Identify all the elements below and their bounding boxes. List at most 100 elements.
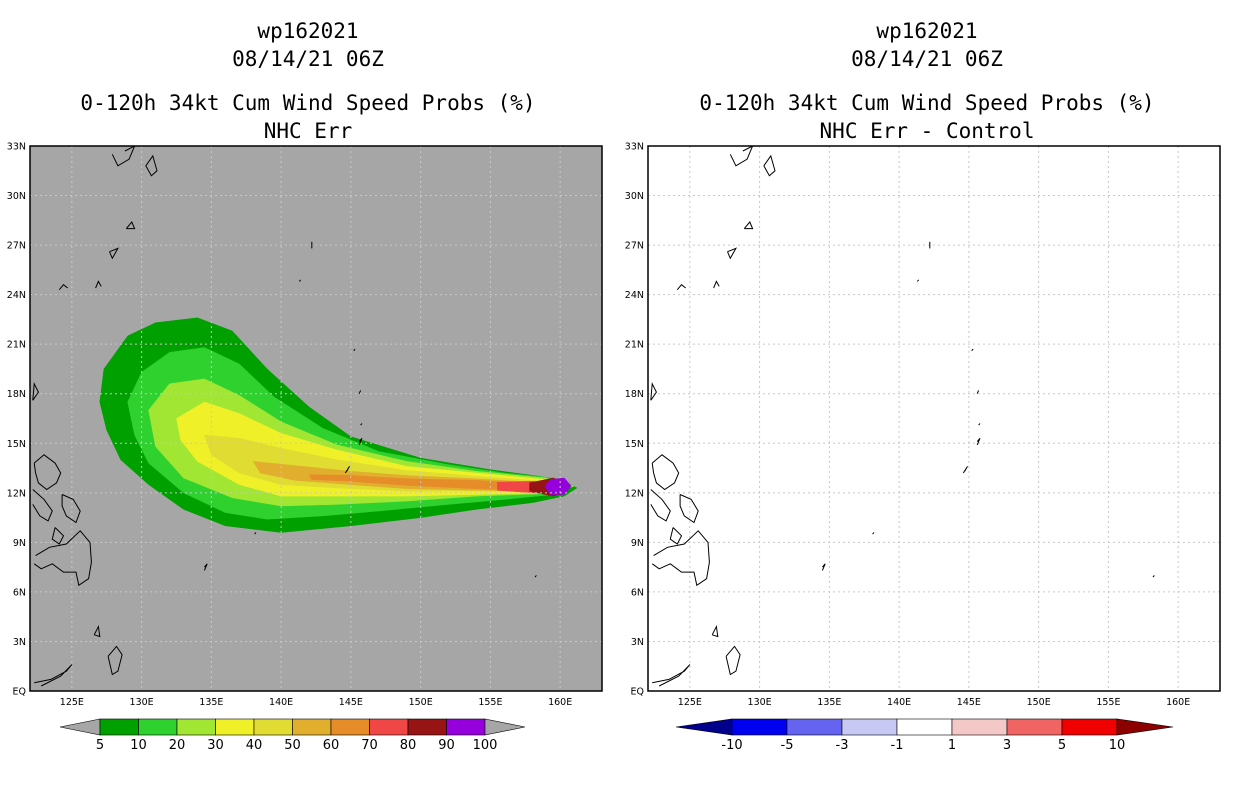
left-coastline bbox=[145, 154, 158, 177]
right-coastline bbox=[679, 494, 699, 524]
left-y-tick-label: 24N bbox=[7, 290, 26, 301]
right-map-frame bbox=[647, 145, 1221, 692]
left-coastline bbox=[61, 494, 81, 524]
left-colorbar-box bbox=[176, 718, 216, 736]
right-coastline bbox=[971, 348, 974, 352]
left-coastline bbox=[51, 527, 65, 545]
right-y-tick-label: 30N bbox=[625, 191, 644, 202]
left-colorbar-under-triangle bbox=[59, 718, 101, 736]
left-y-ticks: EQ 3N 6N 9N 12N 15N 18N 21N 24N 27N 30N 33N bbox=[7, 142, 26, 698]
left-coastline bbox=[32, 382, 39, 401]
left-coastline bbox=[95, 280, 102, 289]
left-coastline bbox=[58, 284, 69, 291]
right-colorbar-label: -10 bbox=[721, 738, 742, 753]
right-y-tick-label: 9N bbox=[631, 538, 644, 549]
left-colorbar-label: 30 bbox=[207, 738, 224, 753]
right-coastline bbox=[976, 390, 980, 394]
right-gridlines bbox=[648, 146, 1220, 691]
left-coastline bbox=[358, 390, 362, 394]
left-colorbar-label: 90 bbox=[438, 738, 455, 753]
right-coastline bbox=[1152, 575, 1155, 578]
right-x-tick-label: 130E bbox=[748, 697, 772, 708]
left-y-tick-label: 9N bbox=[13, 538, 26, 549]
right-coastline bbox=[872, 532, 875, 535]
right-coastline bbox=[727, 247, 738, 260]
right-y-tick-label: 15N bbox=[625, 439, 644, 450]
right-colorbar-label: 3 bbox=[1003, 738, 1011, 753]
left-x-tick-label: 145E bbox=[339, 697, 363, 708]
right-colorbar-box bbox=[1006, 718, 1063, 736]
left-colorbar-label: 5 bbox=[96, 738, 104, 753]
left-coastline bbox=[353, 348, 356, 352]
left-colorbar-box bbox=[407, 718, 447, 736]
right-coastline bbox=[652, 664, 691, 687]
right-coastline bbox=[676, 284, 687, 291]
left-x-tick-label: 130E bbox=[130, 697, 154, 708]
left-colorbar-over-triangle bbox=[484, 718, 526, 736]
right-colorbar-box bbox=[841, 718, 898, 736]
left-x-tick-label: 135E bbox=[199, 697, 223, 708]
right-title-line-4: NHC Err - Control bbox=[820, 119, 1035, 143]
left-coastline bbox=[358, 437, 363, 446]
left-y-tick-label: EQ bbox=[13, 687, 26, 698]
right-x-tick-label: 125E bbox=[678, 697, 702, 708]
right-y-tick-label: 3N bbox=[631, 637, 644, 648]
right-panel: wp162021 08/14/21 06Z 0-120h 34kt Cum Wi… bbox=[625, 19, 1221, 753]
right-map-background bbox=[648, 146, 1220, 691]
right-coastline bbox=[743, 221, 754, 230]
right-coastline bbox=[725, 645, 741, 676]
right-coastline bbox=[650, 489, 671, 522]
left-coastline bbox=[203, 563, 208, 571]
right-y-tick-label: 21N bbox=[625, 340, 644, 351]
right-colorbar-over-triangle bbox=[1116, 718, 1174, 736]
right-x-tick-label: 140E bbox=[887, 697, 911, 708]
right-colorbar-label: -3 bbox=[836, 738, 849, 753]
right-x-tick-label: 155E bbox=[1096, 697, 1120, 708]
right-colorbar-label: 1 bbox=[948, 738, 956, 753]
right-coastline bbox=[713, 280, 720, 289]
left-contours bbox=[99, 317, 578, 533]
left-title-line-4: NHC Err bbox=[264, 119, 353, 143]
left-title-line-2: 08/14/21 06Z bbox=[232, 47, 384, 71]
right-x-ticks: 125E 130E 135E 140E 145E 150E 155E 160E bbox=[678, 697, 1190, 708]
right-x-tick-label: 150E bbox=[1027, 697, 1051, 708]
left-colorbar-label: 80 bbox=[400, 738, 417, 753]
left-colorbar-label: 70 bbox=[361, 738, 378, 753]
left-coastline bbox=[534, 575, 537, 578]
left-gridlines bbox=[30, 146, 602, 691]
left-panel: wp162021 08/14/21 06Z 0-120h 34kt Cum Wi… bbox=[7, 19, 603, 753]
left-x-tick-label: 155E bbox=[478, 697, 502, 708]
right-x-tick-label: 145E bbox=[957, 697, 981, 708]
right-coastline bbox=[821, 563, 826, 571]
left-coastline bbox=[32, 489, 53, 522]
left-colorbar: 5 10 20 30 40 50 60 70 80 90 100 bbox=[59, 718, 526, 753]
left-y-tick-label: 18N bbox=[7, 389, 26, 400]
left-x-tick-label: 125E bbox=[60, 697, 84, 708]
left-y-tick-label: 6N bbox=[13, 587, 26, 598]
right-y-tick-label: 6N bbox=[631, 587, 644, 598]
left-coastlines bbox=[32, 146, 537, 687]
right-colorbar-label: 5 bbox=[1058, 738, 1066, 753]
left-y-tick-label: 3N bbox=[13, 637, 26, 648]
right-coastline bbox=[650, 382, 657, 401]
right-coastline bbox=[669, 527, 683, 545]
left-colorbar-box bbox=[292, 718, 332, 736]
left-y-tick-label: 21N bbox=[7, 340, 26, 351]
left-colorbar-box bbox=[446, 718, 486, 736]
left-x-ticks: 125E 130E 135E 140E 145E 150E 155E 160E bbox=[60, 697, 572, 708]
left-coastline bbox=[111, 146, 136, 167]
left-map-frame bbox=[29, 145, 603, 692]
left-colorbar-label: 50 bbox=[284, 738, 301, 753]
right-x-tick-label: 160E bbox=[1166, 697, 1190, 708]
left-x-tick-label: 140E bbox=[269, 697, 293, 708]
right-y-tick-label: 27N bbox=[625, 241, 644, 252]
right-colorbar-box bbox=[731, 718, 788, 736]
right-coastline bbox=[962, 466, 968, 474]
left-colorbar-box bbox=[253, 718, 293, 736]
left-colorbar-label: 20 bbox=[169, 738, 186, 753]
right-coastline bbox=[651, 530, 710, 587]
right-colorbar-box bbox=[896, 718, 953, 736]
right-colorbar-under-triangle bbox=[675, 718, 733, 736]
left-colorbar-box bbox=[215, 718, 255, 736]
